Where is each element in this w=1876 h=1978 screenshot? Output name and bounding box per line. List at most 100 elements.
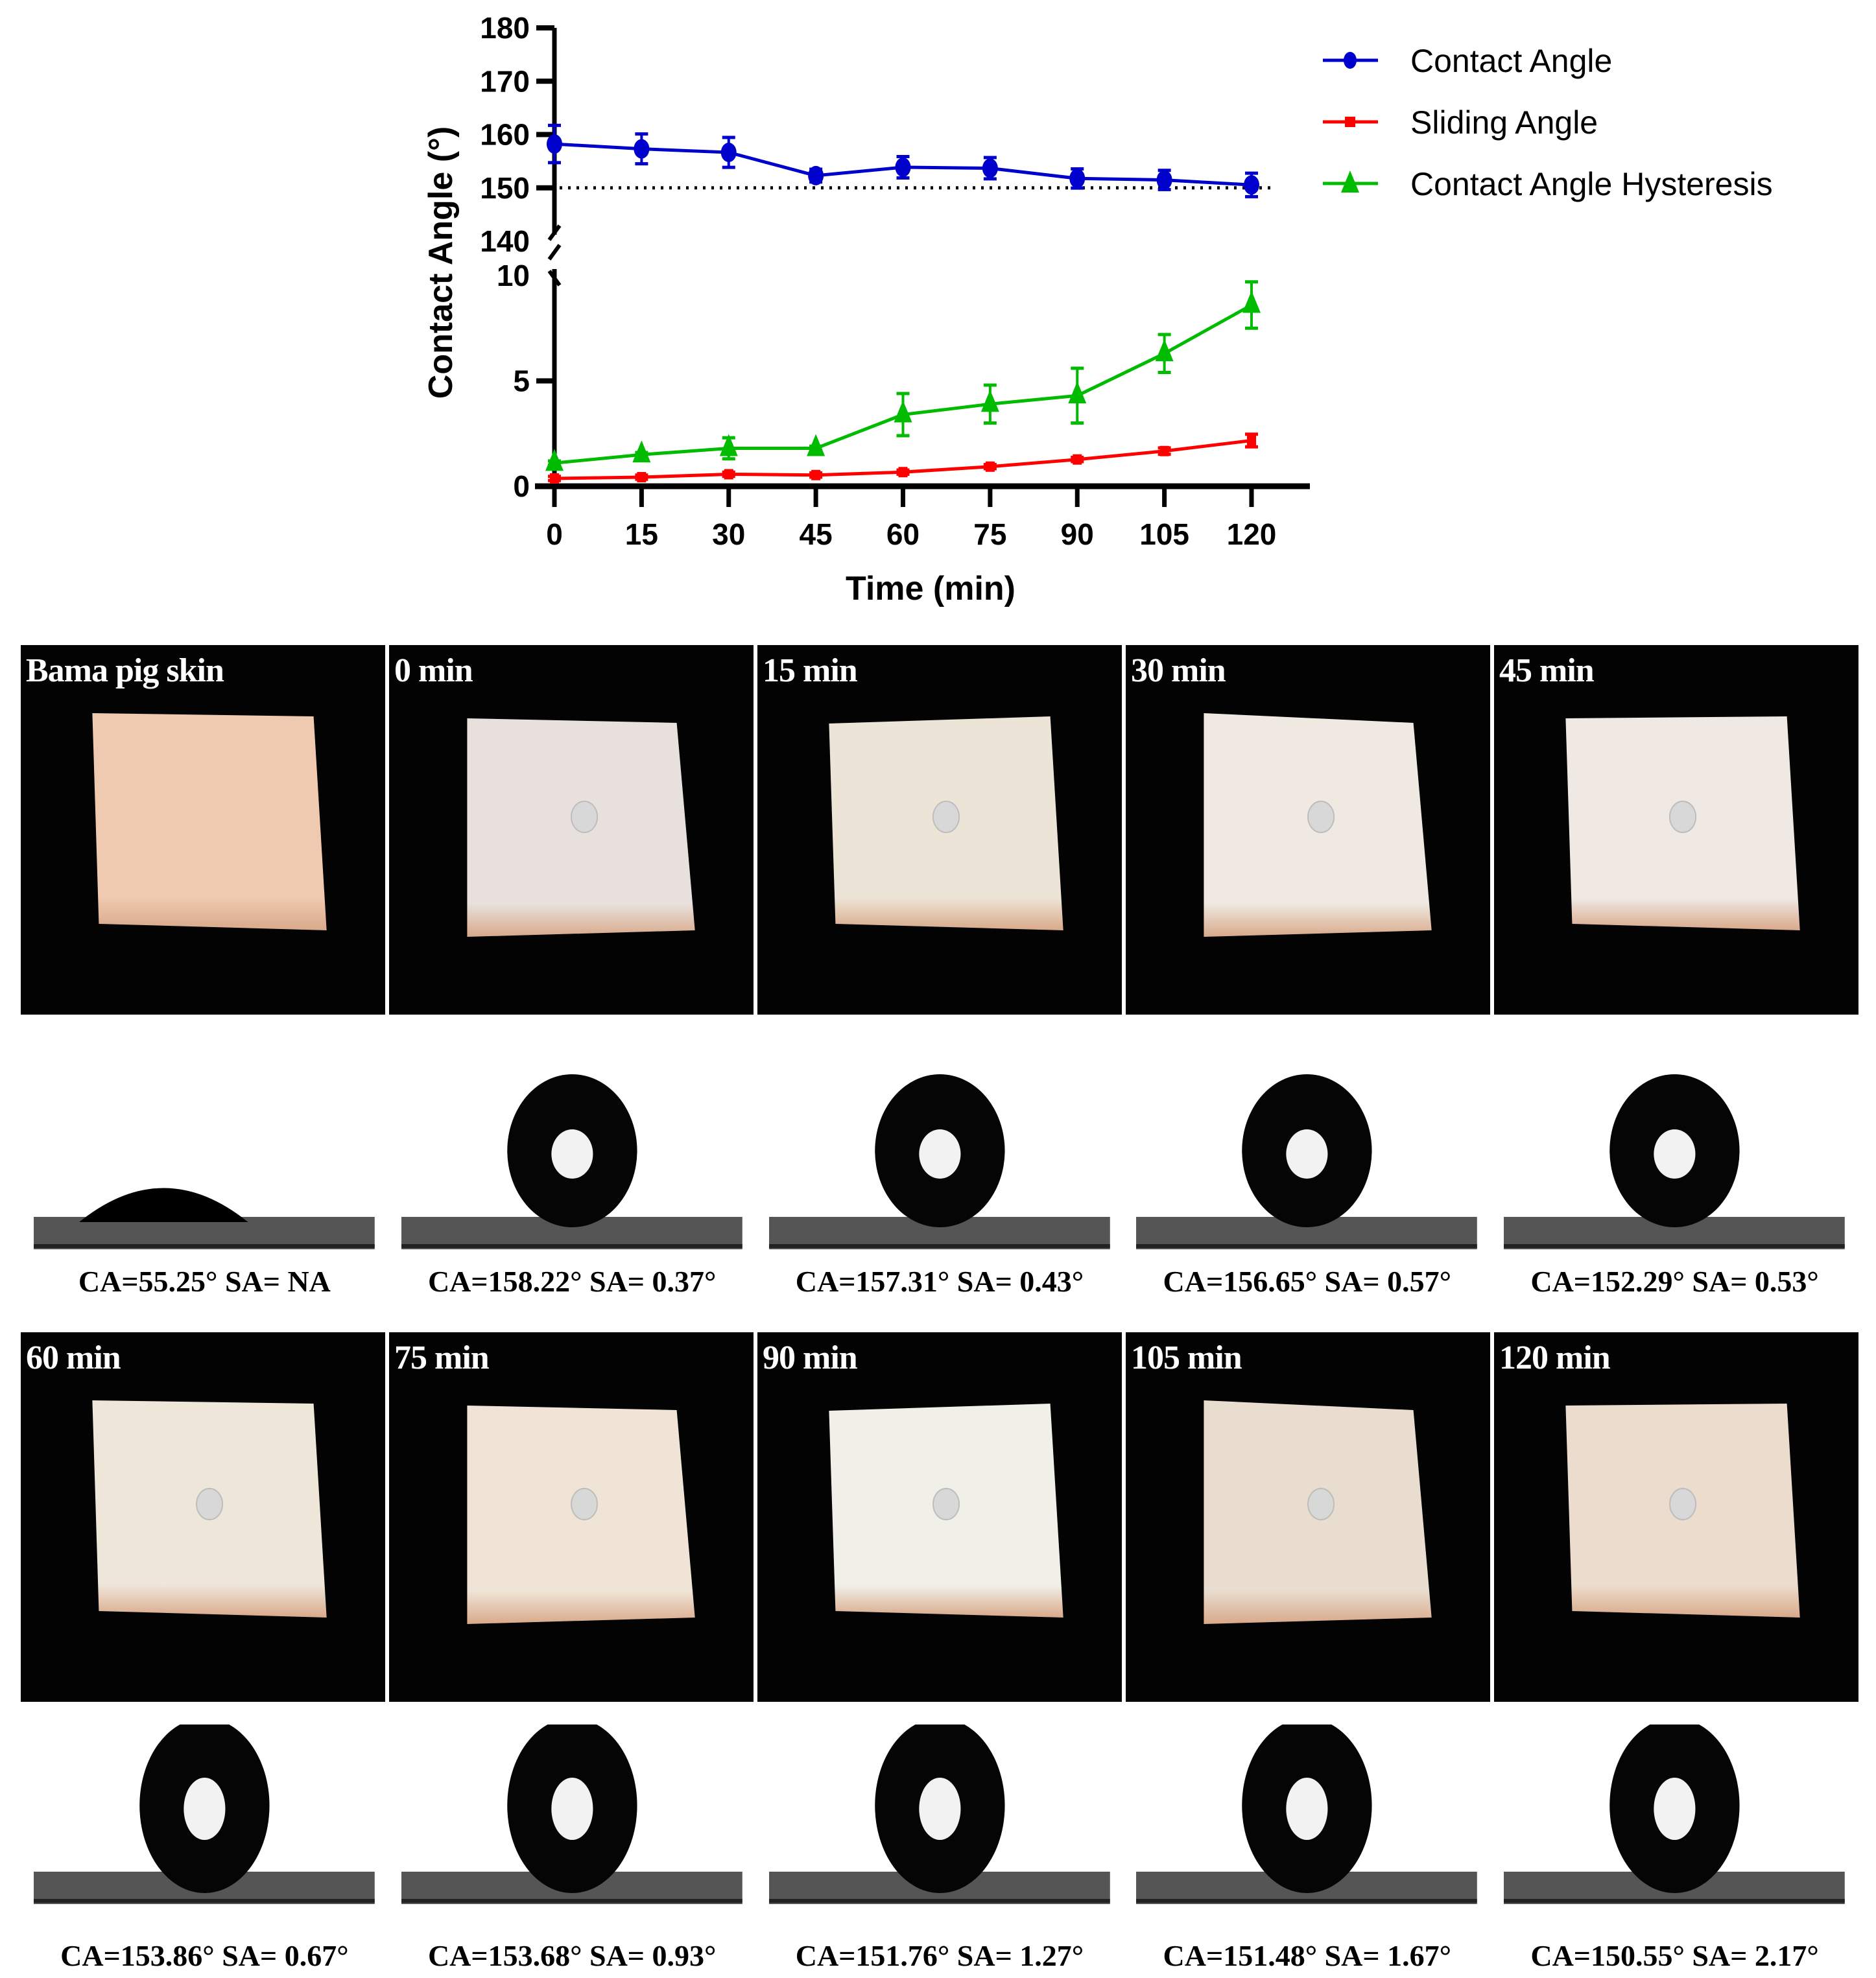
droplet-panel: CA=153.86° SA= 0.67°: [21, 1725, 388, 1972]
legend-marker-circle-icon: [1344, 52, 1357, 69]
data-point-square-icon: [724, 469, 733, 480]
skin-sample-image: [829, 1404, 1063, 1618]
skin-sample-image: [467, 1406, 695, 1624]
droplet-panel: CA=153.68° SA= 0.93°: [388, 1725, 756, 1972]
water-droplet-icon: [195, 1488, 224, 1520]
data-point-square-icon: [1073, 454, 1082, 465]
chart-axes: 140 150 160 170 180 0 5 10 0 15 30 45 60 75 90 105 120: [480, 11, 1310, 551]
droplet-panel: CA=156.65° SA= 0.57°: [1123, 1057, 1491, 1303]
x-tick-label: 105: [1139, 517, 1189, 551]
legend-label: Sliding Angle: [1410, 104, 1598, 141]
photo-row-2: 60 min 75 min 90 min 105 min 120 min: [21, 1332, 1858, 1702]
sample-photo: 0 min: [389, 645, 754, 1015]
legend-label: Contact Angle: [1410, 43, 1612, 79]
data-point-square-icon: [637, 472, 647, 483]
photo-label: 30 min: [1131, 652, 1226, 689]
droplet-caption: CA=150.55° SA= 2.17°: [1530, 1939, 1819, 1972]
water-droplet-icon: [1307, 801, 1335, 833]
legend-item: Contact Angle: [1323, 43, 1612, 79]
x-tick-label: 45: [800, 517, 833, 551]
droplet-caption: CA=151.76° SA= 1.27°: [795, 1939, 1084, 1972]
data-point-circle-icon: [1156, 170, 1172, 190]
water-droplet-image: [1136, 1725, 1478, 1904]
series-sliding-angle: [548, 432, 1258, 484]
skin-sample-image: [1204, 1400, 1432, 1624]
series-contact-angle: [547, 123, 1259, 198]
data-point-triangle-icon: [545, 449, 564, 471]
data-point-square-icon: [1159, 445, 1169, 456]
droplet-caption: CA=156.65° SA= 0.57°: [1163, 1265, 1452, 1298]
sample-photo: 120 min: [1494, 1332, 1858, 1702]
data-point-triangle-icon: [1068, 381, 1087, 404]
droplet-caption: CA=153.68° SA= 0.93°: [427, 1939, 717, 1972]
sample-photo: 15 min: [757, 645, 1122, 1015]
y-tick-label: 0: [513, 469, 530, 503]
data-point-circle-icon: [547, 134, 562, 154]
data-point-square-icon: [898, 467, 908, 478]
droplet-panel: CA=151.76° SA= 1.27°: [756, 1725, 1124, 1972]
skin-sample-image: [1565, 1404, 1800, 1618]
data-point-circle-icon: [1244, 175, 1259, 195]
data-point-circle-icon: [634, 139, 650, 159]
legend-marker-triangle-icon: [1341, 171, 1359, 193]
sample-photo: 30 min: [1126, 645, 1490, 1015]
water-droplet-icon: [1307, 1488, 1335, 1520]
legend-item: Contact Angle Hysteresis: [1323, 166, 1773, 202]
y-tick-label: 160: [480, 118, 530, 152]
y-tick-label: 140: [480, 224, 530, 258]
data-point-triangle-icon: [894, 400, 912, 423]
data-point-circle-icon: [982, 158, 998, 178]
data-point-square-icon: [985, 461, 995, 472]
line-chart: 140 150 160 170 180 0 5 10 0 15 30 45 60 75 90 105 120 C…: [422, 11, 1773, 607]
series-contact-angle-hysteresis: [545, 280, 1261, 471]
water-droplet-image: [1504, 1725, 1845, 1904]
y-tick-label: 180: [480, 11, 530, 45]
sample-photo: 45 min: [1494, 645, 1858, 1015]
data-point-triangle-icon: [1155, 339, 1174, 362]
photo-label: 15 min: [763, 652, 858, 689]
water-droplet-icon: [932, 801, 960, 833]
water-droplet-icon: [932, 1488, 960, 1520]
y-tick-label: 5: [513, 364, 530, 398]
droplet-caption: CA=153.86° SA= 0.67°: [60, 1939, 349, 1972]
sample-photo: 60 min: [21, 1332, 385, 1702]
y-axis-label: Contact Angle (°): [422, 126, 460, 399]
water-droplet-image: [34, 1188, 375, 1249]
skin-sample-image: [829, 716, 1063, 930]
photo-label: 120 min: [1499, 1339, 1611, 1376]
skin-sample-image: [1204, 713, 1432, 937]
droplet-panel: CA=150.55° SA= 2.17°: [1491, 1725, 1858, 1972]
x-tick-label: 60: [886, 517, 920, 551]
sample-photo: 90 min: [757, 1332, 1122, 1702]
skin-sample-image: [467, 718, 695, 937]
water-droplet-image: [401, 1074, 742, 1249]
droplet-caption: CA=157.31° SA= 0.43°: [795, 1265, 1084, 1298]
photo-label: 105 min: [1131, 1339, 1242, 1376]
data-point-triangle-icon: [719, 434, 738, 456]
skin-sample-image: [1565, 716, 1800, 930]
x-tick-label: 0: [546, 517, 563, 551]
x-tick-label: 30: [712, 517, 745, 551]
y-tick-label: 150: [480, 171, 530, 205]
water-droplet-icon: [1668, 1488, 1697, 1520]
water-droplet-image: [768, 1725, 1110, 1904]
droplet-panel: CA=151.48° SA= 1.67°: [1123, 1725, 1491, 1972]
droplet-panel: CA=157.31° SA= 0.43°: [756, 1057, 1124, 1303]
skin-sample-image: [92, 1400, 327, 1618]
droplet-caption: CA=55.25° SA= NA: [78, 1265, 331, 1298]
water-droplet-image: [1136, 1074, 1478, 1249]
droplet-panel: CA=55.25° SA= NA: [21, 1057, 388, 1303]
droplet-panel: CA=158.22° SA= 0.37°: [388, 1057, 756, 1303]
water-droplet-icon: [570, 801, 599, 833]
x-axis-label: Time (min): [846, 570, 1015, 607]
legend-label: Contact Angle Hysteresis: [1410, 166, 1773, 202]
x-tick-label: 75: [973, 517, 1006, 551]
droplet-caption: CA=151.48° SA= 1.67°: [1163, 1939, 1452, 1972]
data-point-circle-icon: [808, 165, 824, 185]
water-droplet-icon: [1668, 801, 1697, 833]
droplet-caption: CA=152.29° SA= 0.53°: [1530, 1265, 1819, 1298]
photo-label: 75 min: [394, 1339, 490, 1376]
droplet-row-2: CA=153.86° SA= 0.67° CA=153.68° SA= 0.93…: [21, 1725, 1858, 1972]
sample-photo: 75 min: [389, 1332, 754, 1702]
water-droplet-icon: [570, 1488, 599, 1520]
